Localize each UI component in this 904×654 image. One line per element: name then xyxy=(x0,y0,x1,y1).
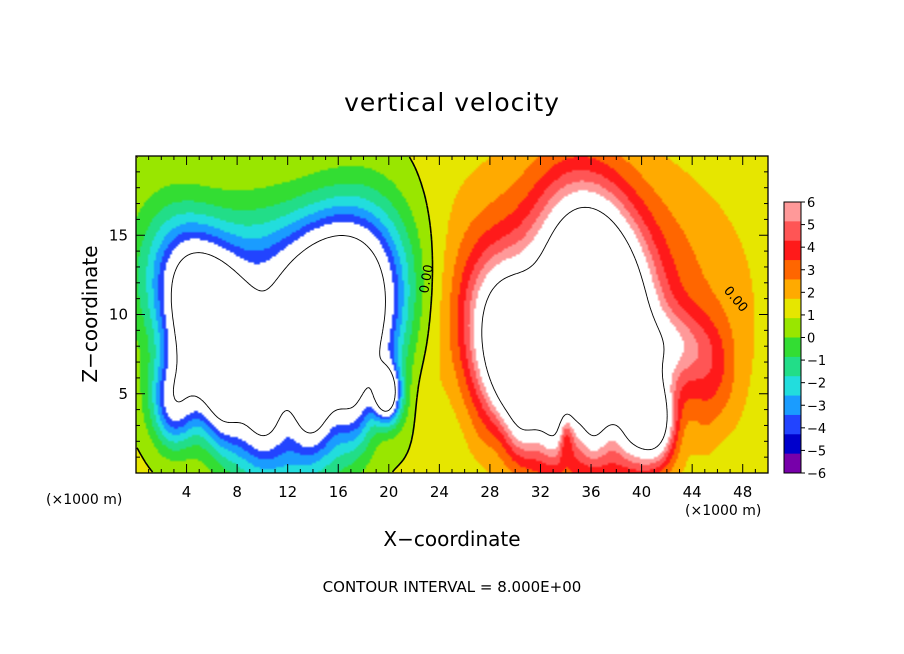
colorbar-label: −2 xyxy=(807,377,826,392)
x-tick-label: 12 xyxy=(278,483,297,501)
y-tick-label: 5 xyxy=(118,385,128,403)
x-tick-label: 8 xyxy=(232,483,242,501)
x-tick-label: 32 xyxy=(531,483,550,501)
x-axis-unit-right: (×1000 m) xyxy=(685,503,762,519)
colorbar-swatch xyxy=(784,260,801,280)
y-tick-label: 10 xyxy=(109,306,128,324)
colorbar-swatch xyxy=(784,337,801,358)
colorbar-swatch xyxy=(784,376,801,397)
colorbar-swatch xyxy=(784,395,801,416)
x-axis-unit-left: (×1000 m) xyxy=(46,492,123,508)
colorbar-swatch xyxy=(784,221,801,242)
colorbar-swatch xyxy=(784,318,801,338)
x-tick-label: 40 xyxy=(632,483,651,501)
contour-line xyxy=(170,235,396,437)
colorbar-label: 2 xyxy=(807,286,815,301)
colorbar-label: 4 xyxy=(807,241,815,256)
colorbar-label: −4 xyxy=(807,422,826,437)
colorbar-swatch xyxy=(784,434,801,455)
contour-interval-note: CONTOUR INTERVAL = 8.000E+00 xyxy=(322,578,582,596)
colorbar-label: 0 xyxy=(807,332,815,347)
colorbar-swatch xyxy=(784,356,801,377)
x-axis-label: X−coordinate xyxy=(383,527,521,551)
colorbar-swatch xyxy=(784,240,801,261)
x-tick-label: 24 xyxy=(430,483,449,501)
contour-lines xyxy=(136,156,668,473)
y-tick-label: 15 xyxy=(109,226,128,244)
x-tick-label: 36 xyxy=(581,483,600,501)
x-tick-label: 48 xyxy=(733,483,752,501)
colorbar-swatch xyxy=(784,279,801,300)
contour-line xyxy=(136,156,434,473)
colorbar-label: 1 xyxy=(807,309,815,324)
colorbar-swatch xyxy=(784,202,801,222)
colorbar-label: 5 xyxy=(807,219,815,234)
x-tick-label: 20 xyxy=(379,483,398,501)
colorbar-label: −3 xyxy=(807,399,826,414)
contour-value-label: 0.00 xyxy=(417,263,437,294)
colorbar: 6 5 4 3 2 1 0 −1 −2 −3 −4 −5 −6 xyxy=(783,196,826,482)
colorbar-label: −6 xyxy=(807,467,826,482)
x-tick-label: 44 xyxy=(683,483,702,501)
colorbar-label: 6 xyxy=(807,196,815,211)
colorbar-label: −1 xyxy=(807,354,826,369)
x-tick-label: 16 xyxy=(329,483,348,501)
x-tick-label: 28 xyxy=(480,483,499,501)
velocity-field xyxy=(136,156,768,473)
colorbar-label: −5 xyxy=(807,444,826,459)
contour-line xyxy=(481,206,668,451)
colorbar-swatch xyxy=(784,453,801,474)
colorbar-swatch xyxy=(784,414,801,435)
x-tick-label: 4 xyxy=(182,483,192,501)
chart-title: vertical velocity xyxy=(344,88,560,117)
colorbar-swatch xyxy=(784,298,801,319)
colorbar-label: 3 xyxy=(807,264,815,279)
